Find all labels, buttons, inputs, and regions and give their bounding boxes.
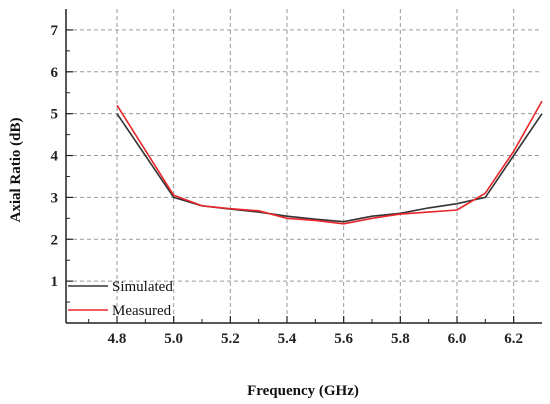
x-axis-label: Frequency (GHz) xyxy=(247,383,359,399)
x-tick-label-6: 6.0 xyxy=(448,331,467,347)
x-tick-label-7: 6.2 xyxy=(504,331,523,347)
x-tick-label-1: 5.0 xyxy=(164,331,183,347)
y-tick-label-4: 5 xyxy=(51,107,59,123)
legend: Simulated Measured xyxy=(68,279,173,319)
y-tick-label-0: 1 xyxy=(51,274,59,290)
y-axis-label: Axial Ratio (dB) xyxy=(8,117,24,222)
y-tick-label-6: 7 xyxy=(51,23,59,39)
y-tick-label-1: 2 xyxy=(51,232,59,248)
legend-label-measured: Measured xyxy=(112,303,172,319)
y-tick-labels: 1 2 3 4 5 6 7 xyxy=(51,23,59,290)
y-tick-label-2: 3 xyxy=(51,190,59,206)
x-tick-label-5: 5.8 xyxy=(391,331,410,347)
legend-label-simulated: Simulated xyxy=(112,279,173,295)
x-tick-label-2: 5.2 xyxy=(221,331,240,347)
series-line-1 xyxy=(116,100,543,225)
series-layer xyxy=(116,100,543,225)
x-tick-label-3: 5.4 xyxy=(278,331,297,347)
y-tick-label-3: 4 xyxy=(51,149,59,165)
y-tick-label-5: 6 xyxy=(51,65,59,81)
x-tick-label-4: 5.6 xyxy=(334,331,353,347)
axes xyxy=(65,9,542,324)
x-tick-labels: 4.8 5.0 5.2 5.4 5.6 5.8 6.0 6.2 xyxy=(108,331,523,347)
x-tick-label-0: 4.8 xyxy=(108,331,127,347)
